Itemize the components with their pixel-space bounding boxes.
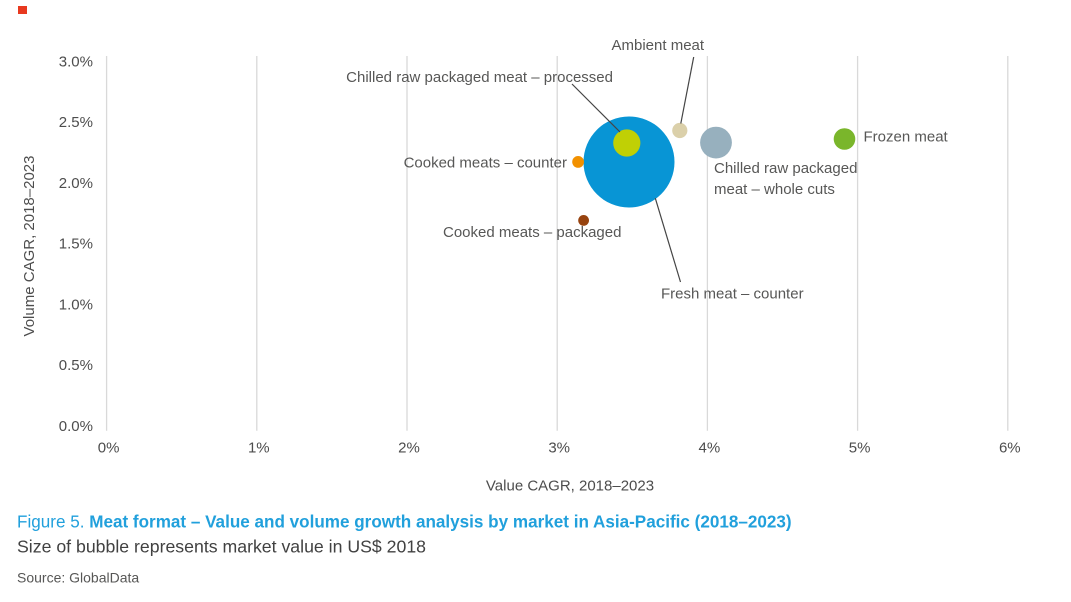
svg-text:0.5%: 0.5% [59,357,93,374]
svg-text:1.5%: 1.5% [59,236,93,253]
svg-text:1.0%: 1.0% [59,296,93,313]
svg-text:Volume CAGR, 2018–2023: Volume CAGR, 2018–2023 [21,156,38,337]
svg-text:1%: 1% [248,440,270,457]
svg-text:meat – whole cuts: meat – whole cuts [714,181,835,198]
svg-text:Size of bubble represents mark: Size of bubble represents market value i… [17,537,426,557]
svg-text:3.0%: 3.0% [59,53,93,70]
svg-text:Value CAGR, 2018–2023: Value CAGR, 2018–2023 [486,478,654,495]
svg-text:Chilled raw packaged meat – pr: Chilled raw packaged meat – processed [346,69,613,86]
svg-text:Figure 5. Meat format – Value: Figure 5. Meat format – Value and volume… [17,513,792,532]
svg-text:Chilled raw packaged: Chilled raw packaged [714,160,857,177]
svg-text:Cooked meats – packaged: Cooked meats – packaged [443,224,621,241]
svg-text:0%: 0% [98,440,120,457]
svg-text:Fresh meat – counter: Fresh meat – counter [661,286,804,303]
svg-text:2%: 2% [398,440,420,457]
svg-text:0.0%: 0.0% [59,418,93,435]
svg-text:Ambient meat: Ambient meat [612,37,705,54]
svg-text:4%: 4% [699,440,721,457]
svg-text:Cooked meats – counter: Cooked meats – counter [404,155,567,172]
svg-text:2.5%: 2.5% [59,114,93,131]
svg-text:5%: 5% [849,440,871,457]
svg-text:Source: GlobalData: Source: GlobalData [17,570,139,586]
svg-text:Frozen meat: Frozen meat [864,129,949,146]
svg-text:3%: 3% [548,440,570,457]
svg-text:6%: 6% [999,440,1021,457]
svg-text:2.0%: 2.0% [59,175,93,192]
